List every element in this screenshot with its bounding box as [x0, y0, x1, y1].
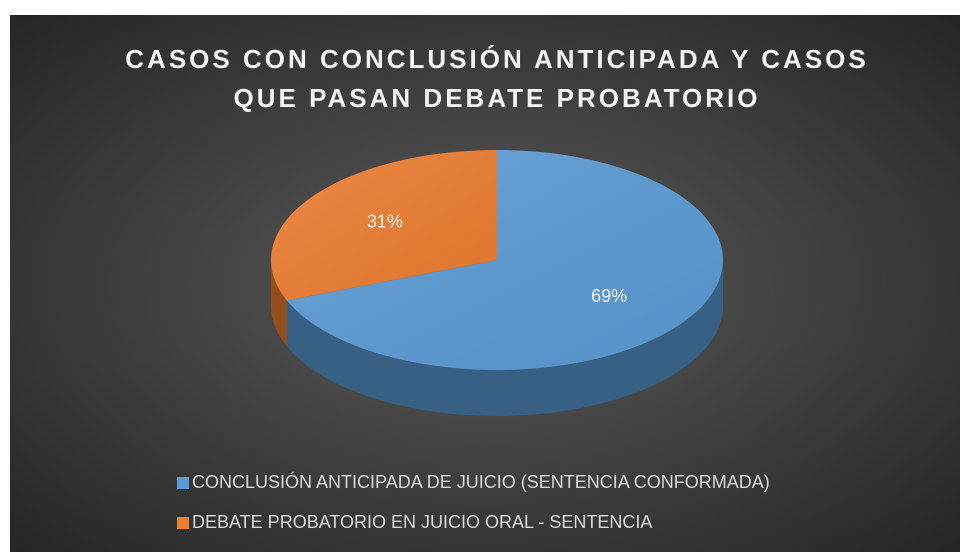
pie-side — [286, 260, 723, 416]
legend-label: DEBATE PROBATORIO EN JUICIO ORAL - SENTE… — [192, 512, 652, 532]
pie-side — [271, 260, 287, 347]
pie-slice-sheen — [286, 150, 723, 370]
legend-label: CONCLUSIÓN ANTICIPADA DE JUICIO (SENTENC… — [192, 471, 770, 492]
chart-title: QUE PASAN DEBATE PROBATORIO — [234, 83, 761, 113]
legend-swatch — [177, 517, 189, 529]
legend-swatch — [177, 477, 189, 489]
pie-slice-sheen — [271, 150, 497, 301]
data-label: 69% — [591, 286, 627, 306]
chart-title: CASOS CON CONCLUSIÓN ANTICIPADA Y CASOS — [125, 44, 868, 74]
data-label: 31% — [367, 212, 403, 232]
